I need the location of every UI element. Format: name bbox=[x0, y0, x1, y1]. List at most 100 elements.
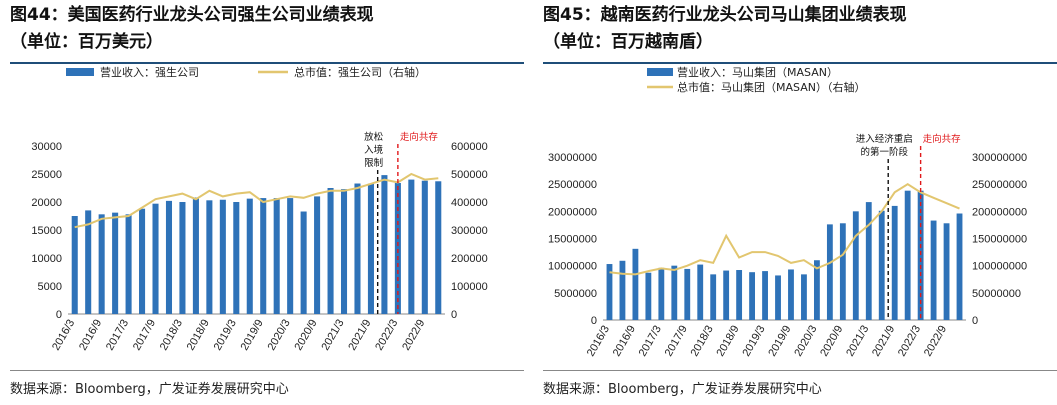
bar bbox=[112, 212, 119, 314]
source-rule bbox=[10, 370, 524, 371]
bar bbox=[619, 260, 626, 320]
source-note: 数据来源：Bloomberg，广发证券发展研究中心 bbox=[10, 378, 289, 397]
title-rule bbox=[543, 62, 1057, 64]
x-tick-label: 2021/3 bbox=[844, 324, 871, 359]
legend-bar-label: 营业收入：马山集团（MASAN） bbox=[677, 65, 838, 79]
x-tick-label: 2022/9 bbox=[922, 324, 949, 359]
annotation-label: 走向共存 bbox=[923, 133, 962, 145]
source-text: Bloomberg，广发证券发展研究中心 bbox=[608, 382, 822, 397]
x-tick-label: 2019/3 bbox=[212, 318, 239, 353]
source-label: 数据来源： bbox=[10, 382, 76, 397]
bar bbox=[826, 224, 833, 320]
bar bbox=[956, 213, 963, 320]
bar bbox=[354, 183, 361, 314]
bar bbox=[139, 208, 146, 314]
bar bbox=[85, 210, 92, 314]
x-tick-label: 2019/9 bbox=[239, 318, 266, 353]
bar bbox=[165, 200, 173, 314]
y-left-tick-label: 30000000 bbox=[548, 152, 597, 164]
bar bbox=[152, 203, 159, 314]
x-tick-label: 2016/3 bbox=[50, 318, 77, 353]
y-left-tick-label: 20000 bbox=[31, 197, 62, 209]
bar bbox=[762, 271, 768, 320]
y-right-tick-label: 250000000 bbox=[972, 179, 1027, 191]
legend-bar-swatch bbox=[66, 68, 94, 76]
bar bbox=[917, 190, 924, 320]
x-tick-label: 2018/9 bbox=[715, 324, 742, 359]
y-left-tick-label: 10000 bbox=[31, 253, 62, 265]
annotation-label: 入境 bbox=[364, 144, 384, 156]
bar bbox=[645, 272, 652, 320]
annotation-label: 放松 bbox=[364, 131, 384, 143]
source-text: Bloomberg，广发证券发展研究中心 bbox=[75, 382, 289, 397]
bar bbox=[632, 248, 639, 320]
y-right-tick-label: 150000000 bbox=[972, 234, 1027, 246]
chart-svg: 0 5000 10000 15000 20000 25000 30000 0 100000 200… bbox=[31, 65, 488, 353]
bar bbox=[930, 220, 937, 320]
y-right-tick-label: 100000 bbox=[451, 281, 488, 293]
bar bbox=[340, 189, 348, 314]
bar bbox=[394, 182, 401, 314]
x-tick-label: 2020/9 bbox=[292, 318, 319, 353]
y-left-tick-label: 25000000 bbox=[548, 179, 597, 191]
x-tick-label: 2017/9 bbox=[131, 318, 158, 353]
x-tick-label: 2016/9 bbox=[611, 324, 638, 359]
bar bbox=[435, 181, 442, 314]
y-right-tick-label: 100000000 bbox=[972, 261, 1027, 273]
y-left-tick-label: 0 bbox=[591, 315, 597, 327]
y-right-tick-label: 500000 bbox=[451, 169, 488, 181]
y-left-tick-label: 20000000 bbox=[548, 206, 597, 218]
legend-bar-swatch bbox=[647, 68, 673, 76]
x-tick-label: 2022/3 bbox=[373, 318, 400, 353]
y-right-tick-label: 200000 bbox=[451, 253, 488, 265]
legend-bar-label: 营业收入：强生公司 bbox=[100, 65, 199, 79]
bar bbox=[98, 214, 105, 314]
bar bbox=[723, 270, 730, 320]
chart-title: 图45：越南医药行业龙头公司马山集团业绩表现 bbox=[543, 5, 907, 25]
bar bbox=[891, 205, 898, 320]
bar bbox=[813, 260, 820, 320]
y-left-tick-label: 10000000 bbox=[548, 261, 597, 273]
source-note: 数据来源：Bloomberg，广发证券发展研究中心 bbox=[543, 378, 822, 397]
bar bbox=[684, 268, 691, 320]
line-series bbox=[609, 183, 960, 276]
x-tick-label: 2020/3 bbox=[792, 324, 819, 359]
bar bbox=[736, 270, 743, 320]
x-tick-label: 2019/3 bbox=[740, 324, 767, 359]
x-tick-label: 2016/9 bbox=[77, 318, 104, 353]
chart-subtitle: （单位：百万美元） bbox=[10, 32, 163, 52]
y-right-tick-label: 200000000 bbox=[972, 206, 1027, 218]
y-right-tick-label: 600000 bbox=[451, 141, 488, 153]
bar bbox=[260, 198, 267, 314]
x-tick-label: 2021/9 bbox=[346, 318, 373, 353]
bar bbox=[710, 274, 717, 320]
x-tick-label: 2022/3 bbox=[896, 324, 923, 359]
y-left-tick-label: 30000 bbox=[31, 141, 62, 153]
x-tick-label: 2017/9 bbox=[663, 324, 690, 359]
y-left-tick-label: 0 bbox=[56, 309, 62, 321]
annotation-label: 限制 bbox=[364, 157, 383, 169]
title-rule bbox=[10, 62, 524, 64]
y-right-tick-label: 400000 bbox=[451, 197, 488, 209]
bar bbox=[775, 275, 781, 320]
bar bbox=[206, 200, 213, 314]
bar bbox=[749, 272, 756, 320]
bar bbox=[671, 265, 678, 320]
bar bbox=[367, 183, 374, 314]
x-tick-label: 2016/3 bbox=[585, 324, 612, 359]
bar bbox=[233, 202, 240, 314]
x-tick-label: 2017/3 bbox=[104, 318, 131, 353]
source-rule bbox=[543, 370, 1057, 371]
annotation-label: 进入经济重启 bbox=[856, 133, 913, 145]
y-left-tick-label: 25000 bbox=[31, 169, 62, 181]
y-left-tick-label: 5000 bbox=[38, 281, 62, 293]
bar bbox=[878, 210, 885, 320]
y-left-tick-label: 15000 bbox=[31, 225, 62, 237]
bar bbox=[408, 179, 415, 314]
bar bbox=[300, 211, 307, 314]
bar bbox=[788, 269, 794, 320]
bar bbox=[314, 196, 321, 314]
y-right-tick-label: 0 bbox=[451, 309, 457, 321]
bar bbox=[904, 190, 911, 320]
x-tick-label: 2018/3 bbox=[158, 318, 185, 353]
